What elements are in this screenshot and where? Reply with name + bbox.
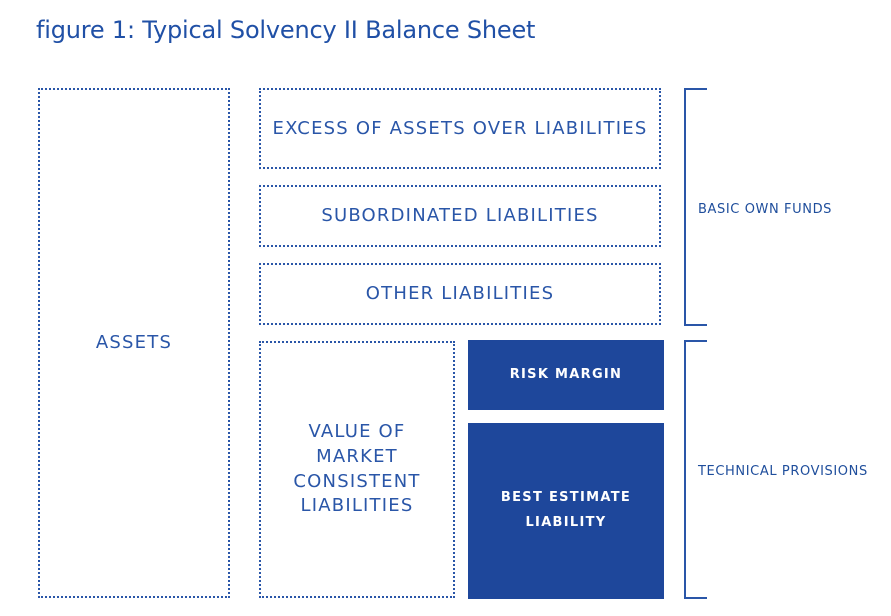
risk-margin-label: RISK MARGIN [509,366,623,382]
subordinated-liabilities-label: SUBORDINATED LIABILITIES [321,205,599,227]
assets-box: ASSETS [38,88,230,598]
best-estimate-liability-box: BEST ESTIMATE LIABILITY [468,423,664,599]
excess-of-assets-box: EXCESS OF ASSETS OVER LIABILITIES [259,88,661,169]
other-liabilities-box: OTHER LIABILITIES [259,263,661,325]
other-liabilities-label: OTHER LIABILITIES [365,283,555,305]
figure-title: figure 1: Typical Solvency II Balance Sh… [36,16,536,44]
basic-own-funds-bracket [684,88,707,326]
assets-label: ASSETS [95,332,173,354]
risk-margin-box: RISK MARGIN [468,340,664,410]
basic-own-funds-label: BASIC OWN FUNDS [698,202,833,217]
value-market-consistent-label: VALUE OF MARKET CONSISTENT LIABILITIES [293,420,421,517]
value-market-consistent-box: VALUE OF MARKET CONSISTENT LIABILITIES [259,341,455,598]
technical-provisions-bracket [684,340,707,599]
technical-provisions-label: TECHNICAL PROVISIONS [698,464,868,479]
excess-of-assets-label: EXCESS OF ASSETS OVER LIABILITIES [272,117,648,139]
subordinated-liabilities-box: SUBORDINATED LIABILITIES [259,185,661,247]
best-estimate-liability-label: BEST ESTIMATE LIABILITY [500,490,632,530]
